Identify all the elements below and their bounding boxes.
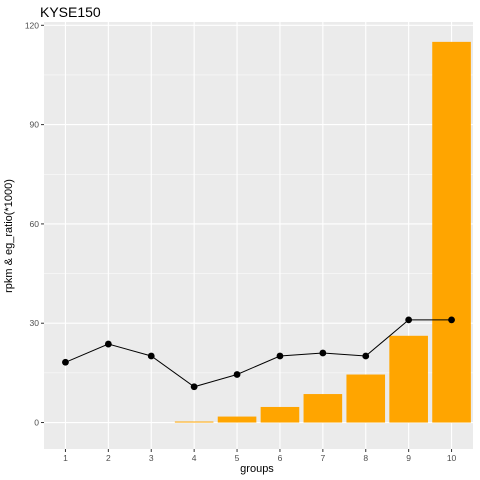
x-tick-label: 9 (406, 453, 411, 463)
y-tick-label: 30 (30, 318, 40, 328)
x-tick-label: 3 (149, 453, 154, 463)
y-tick-label: 90 (30, 120, 40, 130)
y-tick-label: 120 (25, 20, 39, 30)
bar-6 (260, 406, 300, 423)
point-2 (104, 340, 112, 348)
point-10 (448, 316, 455, 324)
bar-9 (389, 335, 428, 423)
bar-series (174, 41, 471, 423)
x-axis-title: groups (240, 463, 274, 475)
x-tick-label: 4 (192, 453, 197, 463)
point-5 (233, 371, 241, 378)
bar-5 (217, 416, 257, 423)
x-axis: 1 2 3 4 5 6 7 8 9 10 (63, 449, 457, 463)
x-tick-label: 1 (63, 453, 68, 463)
bar-8 (346, 374, 386, 423)
y-axis: 0 30 60 90 120 (25, 20, 44, 428)
point-1 (62, 358, 69, 366)
bar-10 (432, 41, 471, 423)
point-4 (190, 383, 198, 391)
x-tick-label: 8 (363, 453, 368, 463)
line-series (65, 319, 452, 388)
y-tick-label: 0 (34, 418, 39, 428)
x-tick-label: 5 (235, 453, 240, 463)
y-axis-title: rpkm & eg_ratio(*1000) (3, 179, 15, 293)
x-tick-label: 6 (278, 453, 283, 463)
x-tick-label: 2 (106, 453, 111, 463)
line-points (62, 316, 455, 391)
bar-7 (303, 394, 343, 423)
x-tick-label: 10 (447, 453, 457, 463)
point-9 (405, 316, 413, 324)
point-7 (319, 349, 327, 357)
series-line (65, 319, 452, 388)
point-6 (276, 352, 284, 360)
point-8 (362, 352, 370, 360)
chart-title: KYSE150 (40, 4, 101, 20)
point-3 (147, 352, 155, 360)
bar-4 (174, 421, 214, 423)
y-tick-label: 60 (30, 219, 40, 229)
x-tick-label: 7 (320, 453, 325, 463)
